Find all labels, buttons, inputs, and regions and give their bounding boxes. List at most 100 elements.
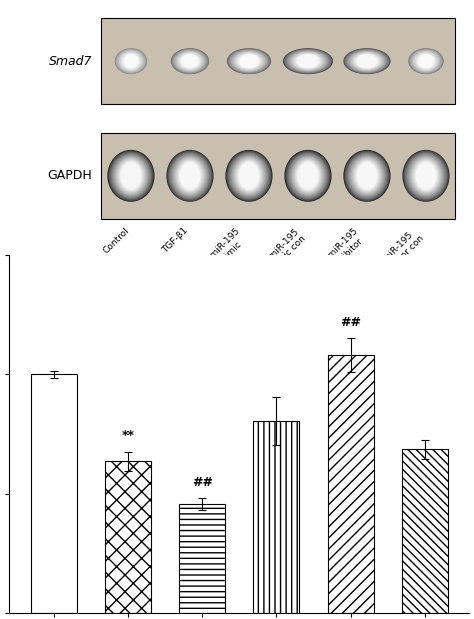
Ellipse shape bbox=[351, 157, 383, 194]
Ellipse shape bbox=[412, 159, 439, 193]
Ellipse shape bbox=[292, 52, 324, 70]
Ellipse shape bbox=[414, 51, 438, 71]
Ellipse shape bbox=[298, 162, 318, 189]
Ellipse shape bbox=[415, 162, 437, 190]
Ellipse shape bbox=[411, 50, 441, 72]
Ellipse shape bbox=[290, 155, 326, 197]
Text: Control: Control bbox=[101, 226, 131, 256]
Ellipse shape bbox=[119, 51, 142, 71]
Ellipse shape bbox=[292, 157, 324, 194]
Ellipse shape bbox=[287, 152, 329, 200]
Ellipse shape bbox=[225, 150, 273, 202]
Ellipse shape bbox=[410, 157, 443, 196]
Ellipse shape bbox=[357, 54, 377, 68]
Ellipse shape bbox=[417, 53, 436, 69]
Ellipse shape bbox=[121, 52, 141, 70]
Ellipse shape bbox=[288, 50, 328, 72]
Ellipse shape bbox=[118, 160, 144, 192]
Ellipse shape bbox=[227, 48, 271, 74]
Ellipse shape bbox=[238, 54, 259, 68]
Ellipse shape bbox=[113, 155, 149, 197]
Bar bbox=[105, 461, 151, 613]
Ellipse shape bbox=[418, 54, 434, 68]
Ellipse shape bbox=[173, 155, 207, 196]
Ellipse shape bbox=[233, 157, 264, 194]
Ellipse shape bbox=[179, 53, 201, 69]
Ellipse shape bbox=[122, 53, 139, 69]
Ellipse shape bbox=[355, 161, 379, 191]
Text: GAPDH: GAPDH bbox=[47, 170, 92, 183]
Ellipse shape bbox=[118, 50, 145, 72]
Ellipse shape bbox=[107, 150, 155, 202]
Ellipse shape bbox=[228, 153, 269, 199]
Ellipse shape bbox=[416, 162, 436, 189]
Ellipse shape bbox=[405, 152, 447, 200]
Ellipse shape bbox=[295, 160, 320, 192]
Ellipse shape bbox=[356, 54, 378, 68]
Ellipse shape bbox=[227, 151, 271, 201]
Ellipse shape bbox=[237, 161, 261, 191]
Ellipse shape bbox=[418, 54, 434, 68]
Ellipse shape bbox=[232, 157, 265, 196]
Ellipse shape bbox=[357, 162, 377, 189]
Ellipse shape bbox=[176, 51, 203, 71]
Ellipse shape bbox=[288, 154, 328, 198]
Ellipse shape bbox=[348, 154, 386, 197]
Ellipse shape bbox=[345, 49, 389, 74]
Ellipse shape bbox=[296, 54, 319, 68]
Ellipse shape bbox=[172, 155, 208, 197]
Ellipse shape bbox=[114, 157, 147, 196]
Ellipse shape bbox=[180, 53, 200, 69]
Ellipse shape bbox=[232, 51, 266, 72]
Ellipse shape bbox=[352, 158, 382, 194]
Ellipse shape bbox=[118, 159, 144, 193]
Ellipse shape bbox=[171, 154, 209, 197]
Ellipse shape bbox=[231, 155, 267, 197]
Ellipse shape bbox=[403, 150, 449, 201]
Ellipse shape bbox=[284, 48, 332, 74]
Ellipse shape bbox=[294, 53, 321, 69]
Text: **: ** bbox=[122, 429, 135, 442]
Ellipse shape bbox=[292, 157, 325, 196]
Ellipse shape bbox=[123, 54, 138, 68]
Ellipse shape bbox=[177, 160, 202, 192]
Text: ##: ## bbox=[192, 476, 213, 489]
Ellipse shape bbox=[288, 153, 328, 199]
Ellipse shape bbox=[351, 52, 383, 71]
Ellipse shape bbox=[414, 52, 438, 71]
Ellipse shape bbox=[236, 159, 262, 193]
Ellipse shape bbox=[412, 50, 440, 72]
Ellipse shape bbox=[344, 48, 390, 74]
Ellipse shape bbox=[177, 52, 203, 71]
Ellipse shape bbox=[120, 162, 142, 190]
Ellipse shape bbox=[347, 50, 387, 72]
Bar bbox=[328, 355, 374, 613]
Ellipse shape bbox=[228, 152, 270, 200]
Ellipse shape bbox=[284, 150, 331, 202]
Ellipse shape bbox=[354, 53, 380, 69]
Ellipse shape bbox=[116, 50, 146, 73]
Ellipse shape bbox=[353, 158, 381, 193]
Ellipse shape bbox=[286, 50, 330, 72]
Bar bbox=[101, 132, 456, 219]
Text: TGF-β1: TGF-β1 bbox=[161, 226, 190, 255]
Ellipse shape bbox=[180, 162, 200, 189]
Ellipse shape bbox=[112, 154, 150, 197]
Ellipse shape bbox=[287, 50, 329, 72]
Ellipse shape bbox=[178, 52, 202, 70]
Ellipse shape bbox=[173, 157, 207, 196]
Ellipse shape bbox=[109, 151, 153, 201]
Ellipse shape bbox=[410, 50, 442, 73]
Ellipse shape bbox=[296, 161, 320, 191]
Ellipse shape bbox=[412, 51, 439, 72]
Ellipse shape bbox=[170, 154, 210, 198]
Ellipse shape bbox=[290, 51, 326, 71]
Ellipse shape bbox=[226, 150, 272, 201]
Ellipse shape bbox=[344, 150, 390, 201]
Ellipse shape bbox=[415, 53, 437, 70]
Ellipse shape bbox=[350, 157, 383, 196]
Ellipse shape bbox=[228, 49, 270, 74]
Ellipse shape bbox=[416, 53, 436, 69]
Ellipse shape bbox=[237, 53, 261, 69]
Text: +miR-195
mimic con: +miR-195 mimic con bbox=[261, 226, 308, 273]
